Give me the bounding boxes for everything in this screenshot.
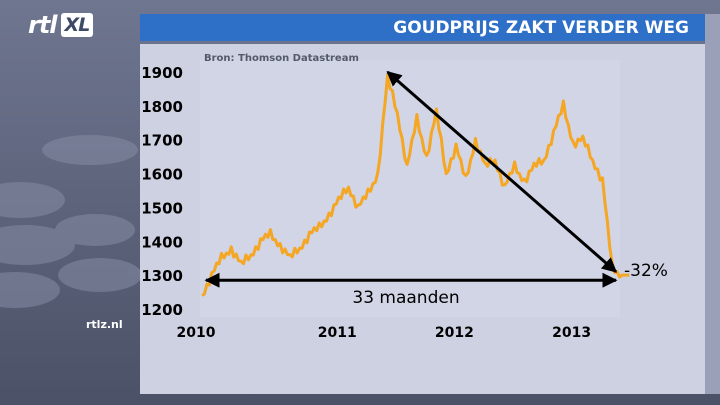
y-tick-label: 1200 xyxy=(141,301,183,319)
x-tick-label: 2012 xyxy=(435,325,474,341)
source-label: Bron: Thomson Datastream xyxy=(204,53,359,64)
y-tick-label: 1800 xyxy=(141,98,183,116)
x-tick-label: 2011 xyxy=(318,325,357,341)
logo-rtl-text: rtl xyxy=(28,11,58,39)
chart-title: GOUDPRIJS ZAKT VERDER WEG xyxy=(393,17,689,38)
drop-arrow xyxy=(386,70,618,273)
y-tick-label: 1400 xyxy=(141,233,183,251)
logo-xl-text: XL xyxy=(60,13,94,37)
x-tick-label: 2010 xyxy=(177,325,216,341)
rtlxl-logo: rtl XL xyxy=(28,10,94,40)
y-tick-label: 1600 xyxy=(141,166,183,184)
y-tick-label: 1300 xyxy=(141,267,183,285)
site-label: rtlz.nl xyxy=(86,318,123,331)
x-tick-label: 2013 xyxy=(552,325,591,341)
duration-label: 33 maanden xyxy=(352,288,459,308)
y-tick-label: 1700 xyxy=(141,132,183,150)
title-bar: GOUDPRIJS ZAKT VERDER WEG xyxy=(140,14,705,41)
y-tick-label: 1500 xyxy=(141,199,183,217)
drop-percentage-label: -32% xyxy=(624,261,668,281)
y-tick-label: 1900 xyxy=(141,64,183,82)
